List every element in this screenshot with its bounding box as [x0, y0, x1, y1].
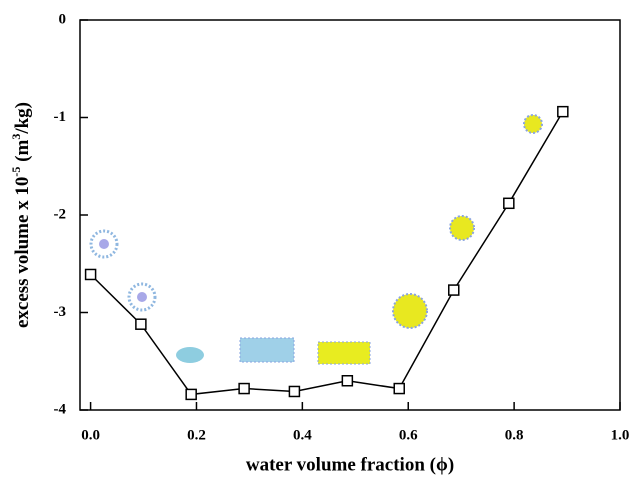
data-point	[341, 375, 354, 387]
bilayer-icon	[239, 337, 295, 363]
label-part: excess volume x 10	[12, 177, 33, 328]
micelle-icon	[449, 215, 475, 241]
swollen-micelle-icon	[176, 347, 204, 363]
data-point	[288, 385, 301, 398]
bilayer-oil-icon	[317, 341, 371, 365]
y-tick-label: -4	[54, 401, 67, 417]
y-axis-label: excess volume x 10-5 (m3/kg)	[9, 102, 34, 328]
illustrations	[89, 114, 543, 365]
x-axis-label: water volume fraction (ϕ)	[246, 454, 454, 475]
superscript: 3	[9, 134, 23, 140]
reverse-micelle-core	[99, 239, 109, 249]
label-part: /kg)	[12, 102, 33, 135]
series-line	[90, 111, 564, 396]
data-point	[135, 318, 147, 330]
x-tick-label: 0.4	[293, 427, 312, 443]
x-tick-label: 0.6	[399, 427, 418, 443]
micelle-icon	[523, 114, 543, 134]
x-tick-label: 1.0	[611, 427, 630, 443]
data-point	[557, 105, 569, 118]
label-part: (m	[12, 139, 33, 166]
y-tick-label: -2	[54, 206, 67, 222]
data-point	[185, 388, 197, 401]
data-point	[448, 284, 460, 296]
micelle-icon	[392, 293, 428, 329]
y-tick-label: -3	[54, 304, 67, 320]
y-tick-label: -1	[54, 109, 67, 125]
x-tick-label: 0.8	[505, 427, 524, 443]
data-point	[503, 197, 515, 210]
y-tick-label: 0	[59, 11, 67, 27]
data-point	[393, 382, 405, 395]
reverse-micelle-core	[137, 292, 147, 302]
x-tick-label: 0.2	[187, 427, 206, 443]
x-tick-label: 0.0	[81, 427, 100, 443]
data-point	[238, 382, 250, 395]
reverse-micelle-icon	[89, 229, 119, 259]
data-point	[84, 268, 97, 281]
reverse-micelle-icon	[127, 282, 157, 312]
superscript: -5	[9, 167, 23, 177]
